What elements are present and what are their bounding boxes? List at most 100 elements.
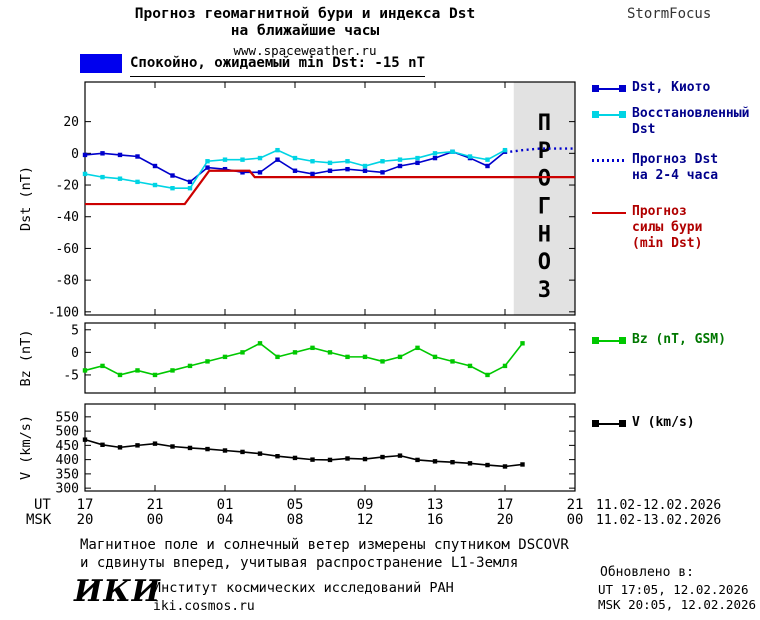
marker [152, 182, 158, 188]
marker [380, 170, 385, 175]
marker [467, 154, 473, 159]
legend-entry-dst-kyoto: Dst, Киото [592, 80, 710, 96]
legend-label-storm-2: силы бури [632, 220, 703, 235]
marker [362, 163, 368, 169]
marker [135, 443, 140, 448]
y-tick-label: 450 [56, 439, 79, 454]
ut-tick-label: 21 [147, 497, 164, 513]
marker [187, 179, 193, 185]
marker [362, 354, 368, 360]
ut-axis-label: UT [34, 497, 51, 513]
marker [432, 155, 438, 161]
dst-forecast-dotted-swatch [592, 156, 626, 165]
marker [117, 445, 123, 450]
ut-date-range: 11.02-12.02.2026 [596, 498, 722, 513]
marker [292, 455, 298, 461]
marker [240, 170, 245, 175]
marker [362, 168, 368, 173]
y-tick-label: -40 [56, 210, 79, 225]
marker [310, 171, 315, 177]
marker [432, 151, 438, 156]
marker [152, 372, 158, 378]
marker [485, 157, 490, 162]
marker [345, 159, 350, 164]
page-title: Прогноз геомагнитной бури и индекса Dst … [55, 6, 555, 58]
series-storm_forecast [85, 169, 575, 206]
plot-frame [84, 403, 576, 492]
marker [380, 454, 385, 460]
dst-kyoto-line-swatch [592, 84, 626, 93]
marker [100, 363, 105, 369]
marker [117, 152, 123, 158]
marker [222, 354, 228, 360]
y-tick-label: 400 [56, 453, 79, 468]
restored-dst-line-swatch [592, 110, 626, 119]
y-tick-label: 500 [56, 425, 79, 440]
bz-plot: 5 0 -5 Bz (nT) [18, 322, 576, 394]
marker [257, 170, 263, 175]
legend-entry-storm-forecast: Прогноз силы бури (min Dst) [592, 204, 702, 252]
y-tick-label: 20 [63, 115, 79, 130]
marker [257, 155, 263, 161]
marker [415, 155, 420, 161]
msk-tick-label: 04 [217, 512, 234, 528]
marker [415, 345, 420, 351]
marker [310, 345, 315, 351]
legend-label-restored-2: Dst [632, 122, 656, 137]
iki-logo: ИКИ [74, 574, 161, 609]
marker [82, 437, 88, 442]
marker [520, 341, 525, 346]
msk-tick-label: 16 [427, 512, 444, 528]
msk-tick-label: 12 [357, 512, 374, 528]
storm-status-banner: Спокойно, ожидаемый min Dst: -15 nT [80, 54, 426, 77]
marker [450, 359, 455, 364]
marker [415, 160, 420, 166]
updated-ut: UT 17:05, 12.02.2026 [598, 582, 749, 597]
marker [485, 372, 490, 378]
marker [485, 163, 490, 169]
marker [82, 368, 88, 373]
legend-entry-bz: Bz (nT, GSM) [592, 332, 726, 348]
marker [205, 359, 210, 364]
marker [187, 363, 193, 369]
marker [432, 354, 438, 360]
marker [205, 446, 210, 452]
marker [450, 459, 455, 465]
y-tick-label: 0 [71, 147, 79, 162]
marker [397, 354, 403, 360]
ut-tick-label: 01 [217, 497, 234, 513]
legend-label-dst-kyoto: Dst, Киото [632, 80, 711, 95]
marker [117, 176, 123, 181]
marker [345, 166, 350, 172]
marker [170, 173, 175, 178]
legend-label-v: V (km/s) [632, 415, 695, 430]
marker [327, 168, 333, 173]
org-site-link: iki.cosmos.ru [153, 599, 255, 614]
y-tick-label: 5 [71, 323, 79, 338]
forecast-watermark-letter: О [538, 250, 551, 275]
marker [397, 163, 403, 169]
series-bz [84, 342, 524, 376]
y-axis-title: Dst (nT) [18, 166, 34, 231]
y-tick-label: -20 [56, 179, 79, 194]
legend-label-dst-forecast-1: Прогноз Dst [632, 152, 719, 167]
brand-stormfocus: StormFocus [627, 6, 712, 22]
status-text: Спокойно, ожидаемый min Dst: -15 nT [130, 54, 426, 77]
marker [467, 461, 473, 466]
marker [450, 149, 455, 154]
marker [222, 157, 228, 162]
forecast-watermark-letter: П [538, 111, 551, 136]
msk-axis-label: MSK [26, 512, 52, 528]
legend-label-storm-1: Прогноз [632, 204, 687, 219]
marker [292, 350, 298, 355]
marker [415, 457, 420, 463]
marker [310, 457, 315, 462]
y-axis-title: Bz (nT) [18, 330, 34, 387]
y-tick-label: 300 [56, 482, 79, 497]
legend-label-dst-forecast-2: на 2-4 часа [632, 168, 719, 183]
marker [310, 159, 315, 164]
y-tick-label: -100 [48, 305, 79, 320]
